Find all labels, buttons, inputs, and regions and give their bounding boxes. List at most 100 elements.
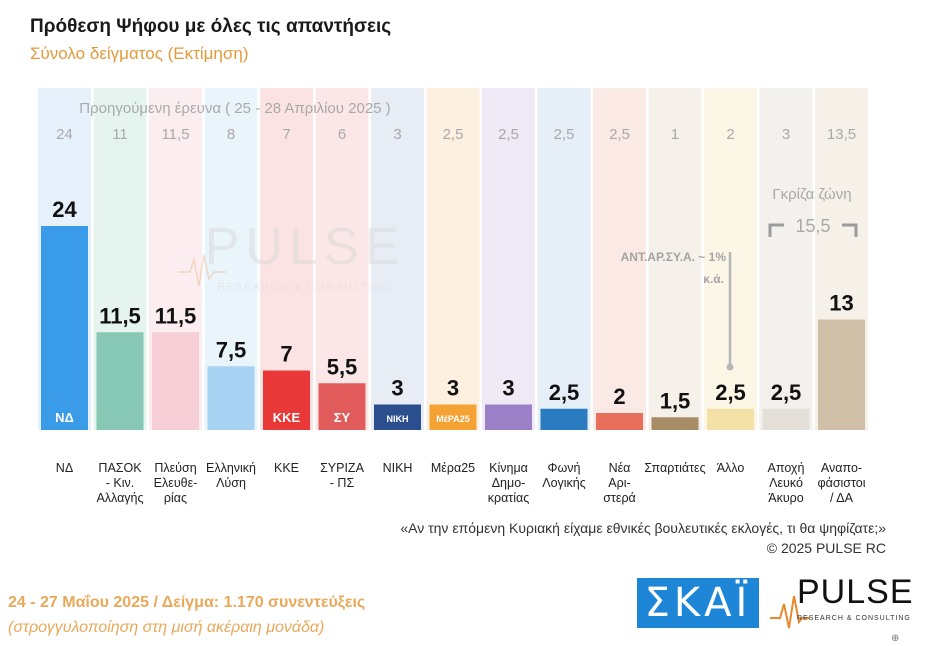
category-label: Νέα <box>609 461 631 475</box>
value-label: 3 <box>447 376 459 401</box>
category-label: Αρι- <box>608 476 630 490</box>
column-bg <box>482 88 535 430</box>
value-label: 11,5 <box>155 303 197 328</box>
category-label: Σπαρτιάτες <box>644 461 705 475</box>
category-label: κρατίας <box>488 491 530 505</box>
grey-zone-value: 15,5 <box>795 216 830 236</box>
category-label: Λύση <box>216 476 246 490</box>
pulse-watermark: PULSE RESEARCH & CONSULTING <box>178 218 399 293</box>
category-label: Αλλαγής <box>96 491 143 505</box>
value-label: 11,5 <box>99 303 141 328</box>
bars: ΝΔ ΚΚΕ ΣΥ ΝΙΚΗ ΜέΡΑ25 <box>41 226 865 430</box>
previous-value: 2,5 <box>609 126 630 143</box>
bar <box>152 332 199 430</box>
rounding-note: (στρογγυλοποίηση στη μισή ακέραιη μονάδα… <box>8 619 325 636</box>
survey-question: «Αν την επόμενη Κυριακή είχαμε εθνικές β… <box>400 520 886 536</box>
chart-subtitle: Σύνολο δείγματος (Εκτίμηση) <box>30 44 249 63</box>
category-label: Μέρα25 <box>431 461 475 475</box>
category-label: Άκυρο <box>768 491 804 505</box>
category-label: ΝΙΚΗ <box>383 461 413 475</box>
zoom-icon: ⊕ <box>891 633 900 644</box>
pulse-logo-subtext: RESEARCH & CONSULTING <box>797 615 911 622</box>
grey-zone-bracket-left <box>768 223 784 237</box>
category-label: Άλλο <box>717 461 745 475</box>
annotations: Γκρίζα ζώνη 15,5 ΑΝΤ.ΑΡ.ΣΥ.Α. ~ 1% κ.ά. <box>621 186 858 371</box>
category-label: Ελευθε- <box>154 476 198 490</box>
party-logo-text: ΜέΡΑ25 <box>436 414 469 424</box>
column-bg <box>426 88 480 430</box>
grey-zone-bracket-right <box>842 223 858 237</box>
previous-value: 6 <box>338 126 346 143</box>
value-label: 7 <box>280 342 292 367</box>
column-bg <box>759 88 813 430</box>
category-label: Λευκό <box>769 476 803 490</box>
previous-value: 13,5 <box>827 126 856 143</box>
previous-value: 8 <box>227 126 235 143</box>
pulse-logo <box>770 595 810 629</box>
category-label: Κίνημα <box>489 461 528 475</box>
category-label: Πλεύση <box>154 461 196 475</box>
category-label: ΠΑΣΟΚ <box>98 461 142 475</box>
chart-title: Πρόθεση Ψήφου με όλες τις απαντήσεις <box>30 16 392 37</box>
previous-value: 24 <box>56 126 73 143</box>
previous-value: 2,5 <box>498 126 519 143</box>
bar <box>96 332 144 430</box>
category-label: Δημο- <box>492 476 526 490</box>
category-label: Αποχή <box>768 461 805 475</box>
value-label: 2,5 <box>771 380 802 405</box>
category-label: ΚΚΕ <box>274 461 299 475</box>
bar <box>263 370 310 430</box>
column-bg <box>371 88 424 430</box>
value-label: 5,5 <box>327 354 358 379</box>
watermark-subtext: RESEARCH & CONSULTING <box>218 282 393 293</box>
value-label: 3 <box>391 376 403 401</box>
previous-value: 1 <box>671 126 679 143</box>
previous-value: 2 <box>726 126 734 143</box>
column-bg <box>537 88 591 430</box>
pulse-logo-word: PULSE <box>797 573 914 611</box>
bar <box>707 408 754 430</box>
bar <box>318 383 366 430</box>
other-note: κ.ά. <box>703 272 724 286</box>
party-logo-text: ΚΚΕ <box>273 410 301 425</box>
category-label: / ΔΑ <box>830 491 854 505</box>
previous-value: 11,5 <box>161 126 189 143</box>
bar <box>596 413 643 430</box>
column-bg <box>315 88 369 430</box>
previous-value: 3 <box>782 126 790 143</box>
column-bg <box>648 88 702 430</box>
bar <box>818 319 865 430</box>
value-label: 2,5 <box>549 380 580 405</box>
party-logo-text: ΣΥ <box>334 410 351 425</box>
category-label: Φωνή <box>548 461 581 475</box>
value-label: 1,5 <box>660 388 691 413</box>
category-label: ρίας <box>164 491 187 505</box>
value-label: 13 <box>829 291 853 316</box>
fieldwork-info: 24 - 27 Μαΐου 2025 / Δείγμα: 1.170 συνεν… <box>8 594 366 611</box>
previous-value: 3 <box>393 126 401 143</box>
previous-value: 11 <box>112 126 128 143</box>
category-label: στερά <box>603 491 636 505</box>
value-labels: 24 11,5 11,5 7,5 7 5,5 3 3 3 2,5 2 1,5 2,5 2,5 13 <box>52 197 853 413</box>
party-logo-text: ΝΔ <box>55 410 74 425</box>
skai-logo: ΣΚΑΪ <box>637 578 759 628</box>
value-label: 3 <box>502 376 514 401</box>
value-label: 24 <box>52 197 77 222</box>
antarsya-note: ΑΝΤ.ΑΡ.ΣΥ.Α. ~ 1% <box>621 250 727 264</box>
value-label: 2,5 <box>715 380 746 405</box>
bar <box>651 417 699 430</box>
previous-value: 7 <box>282 126 290 143</box>
bar <box>485 404 532 430</box>
copyright: © 2025 PULSE RC <box>766 540 886 556</box>
watermark-pulse-line <box>178 254 226 287</box>
category-label: Αναπο- <box>821 461 862 475</box>
category-label: - ΠΣ <box>330 476 355 490</box>
bar <box>207 366 255 430</box>
category-label: ΣΥΡΙΖΑ <box>320 461 365 475</box>
category-label: φάσιστοι <box>817 476 865 490</box>
category-label: Λογικής <box>542 476 586 490</box>
previous-value: 2,5 <box>443 126 464 143</box>
party-logo-text: ΝΙΚΗ <box>387 414 409 424</box>
grey-zone-label: Γκρίζα ζώνη <box>772 186 851 203</box>
